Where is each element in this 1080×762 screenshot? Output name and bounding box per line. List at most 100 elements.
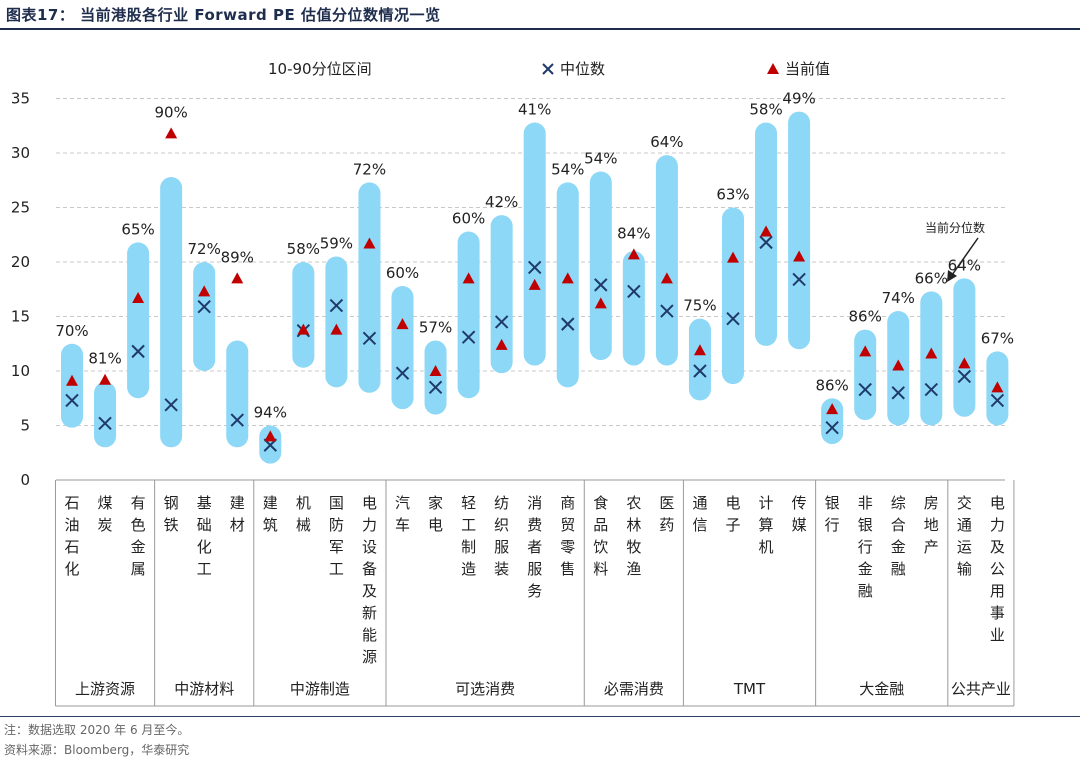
percentile-bands (61, 111, 1009, 464)
current-marker (429, 365, 442, 376)
svg-text:计: 计 (759, 494, 774, 512)
category-label: 计算机 (759, 494, 774, 556)
median-marker (65, 393, 79, 408)
group-label: 中游制造 (290, 680, 350, 698)
legend: 10-90分位区间 中位数 当前值 (268, 60, 830, 78)
percentile-label: 86% (849, 308, 882, 326)
category-label: 银行 (825, 494, 840, 534)
percentile-label: 49% (782, 90, 815, 108)
svg-text:工: 工 (197, 560, 212, 578)
current-marker (132, 291, 145, 303)
current-marker (297, 323, 310, 335)
svg-text:银: 银 (858, 516, 873, 534)
footer-rule (0, 716, 1080, 717)
annotation-arrow-line (951, 237, 979, 276)
group-label: 公共产业 (951, 680, 1011, 698)
svg-text:运: 运 (957, 538, 972, 556)
category-label: 建筑 (263, 494, 278, 534)
svg-text:医: 医 (659, 494, 674, 512)
percentile-label: 60% (386, 264, 419, 282)
svg-text:电: 电 (990, 494, 1005, 512)
percentile-band (655, 155, 678, 366)
median-marker (461, 330, 476, 344)
percentile-label: 41% (518, 100, 551, 118)
current-marker (958, 357, 971, 369)
svg-text:金: 金 (858, 560, 873, 578)
svg-text:食: 食 (593, 494, 608, 512)
median-marker (858, 382, 872, 397)
svg-text:工: 工 (329, 560, 344, 578)
svg-text:轻: 轻 (461, 494, 476, 512)
svg-text:工: 工 (461, 516, 476, 534)
category-label: 机械 (296, 494, 311, 534)
current-marker (528, 278, 541, 290)
title-rule (0, 28, 1080, 30)
svg-text:建: 建 (230, 494, 245, 512)
percentile-label: 72% (353, 160, 386, 178)
median-marker (494, 315, 509, 329)
svg-text:炭: 炭 (98, 516, 113, 534)
svg-text:服: 服 (494, 538, 509, 556)
svg-text:业: 业 (990, 626, 1005, 644)
current-marker (627, 248, 640, 260)
median-marker (395, 366, 410, 380)
percentile-label: 94% (254, 404, 287, 422)
percentile-band (358, 182, 381, 393)
svg-text:电: 电 (428, 516, 443, 534)
percentile-label: 70% (55, 322, 88, 340)
percentile-label: 42% (485, 193, 518, 211)
svg-text:汽: 汽 (395, 494, 410, 512)
svg-text:织: 织 (494, 516, 509, 534)
current-marker (561, 272, 574, 284)
current-marker (892, 359, 905, 371)
current-marker (231, 272, 244, 284)
percentile-label: 58% (749, 100, 782, 118)
svg-text:合: 合 (891, 516, 906, 534)
percentile-band (127, 242, 150, 399)
category-label: 煤炭 (98, 494, 113, 534)
median-marker (924, 382, 939, 397)
percentile-label: 75% (683, 297, 716, 315)
gridlines (56, 98, 1005, 481)
svg-text:融: 融 (858, 582, 873, 600)
svg-text:家: 家 (428, 494, 443, 512)
svg-text:房: 房 (924, 494, 939, 512)
markers (65, 127, 1005, 452)
current-marker (198, 285, 211, 297)
svg-text:地: 地 (924, 516, 939, 534)
current-marker (793, 250, 806, 262)
y-tick-label: 5 (20, 417, 30, 435)
percentile-label: 89% (221, 248, 254, 266)
current-marker (330, 323, 343, 335)
current-marker (660, 272, 673, 284)
median-marker (230, 413, 244, 427)
svg-text:及: 及 (990, 538, 1005, 556)
svg-text:械: 械 (296, 516, 311, 534)
svg-text:交: 交 (957, 494, 972, 512)
svg-text:银: 银 (825, 494, 840, 512)
current-marker (363, 237, 376, 249)
category-label: 电子 (725, 494, 740, 534)
svg-text:材: 材 (230, 516, 245, 534)
current-marker (66, 374, 78, 386)
svg-text:品: 品 (593, 516, 608, 534)
svg-text:有: 有 (131, 494, 146, 512)
percentile-label: 60% (452, 209, 485, 227)
current-marker (925, 347, 938, 359)
median-marker (131, 344, 145, 359)
median-marker (759, 235, 773, 250)
svg-text:通: 通 (692, 494, 707, 512)
group-label: 中游材料 (174, 680, 234, 698)
svg-text:石: 石 (64, 494, 79, 512)
svg-text:纺: 纺 (494, 494, 509, 512)
current-marker (826, 403, 839, 415)
percentile-band (226, 340, 249, 448)
percentile-label: 59% (320, 235, 353, 253)
svg-text:钢: 钢 (164, 494, 179, 512)
